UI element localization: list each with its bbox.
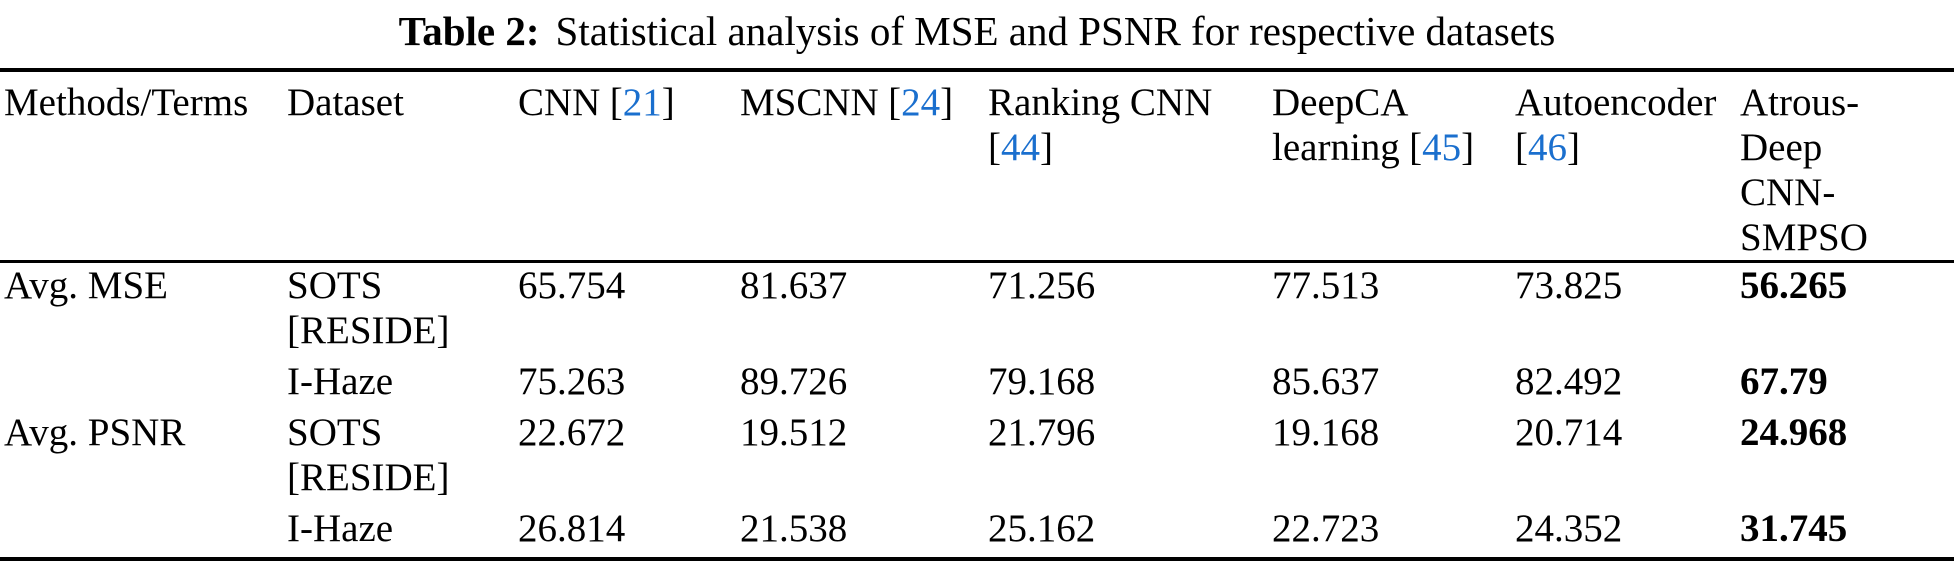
col-header-atrous-deep-cnn-smpso: Atrous- Deep CNN- SMPSO [1740, 70, 1954, 263]
col-header-cnn: CNN [21] [518, 70, 740, 263]
table-cell-best: 56.265 [1740, 264, 1848, 307]
col-header-ranking-cnn: Ranking CNN [44] [988, 70, 1272, 263]
citation-21-link[interactable]: 21 [622, 81, 662, 124]
row-label-method [0, 359, 287, 410]
bracket-open: [ [1515, 126, 1528, 169]
table-cell: 22.723 [1272, 507, 1380, 550]
row-label-method: Avg. PSNR [4, 411, 186, 454]
bracket-open: [ [988, 126, 1001, 169]
table-cell: 71.256 [988, 264, 1096, 307]
table-cell: 20.714 [1515, 411, 1623, 454]
col-header-autoencoder: Autoencoder [46] [1515, 70, 1740, 263]
table-cell: 24.352 [1515, 507, 1623, 550]
table-cell: 26.814 [518, 507, 626, 550]
table-cell: 19.512 [740, 411, 848, 454]
row-label-dataset: SOTS [RESIDE] [287, 411, 450, 499]
col-header-deepca-learning: DeepCA learning [45] [1272, 70, 1515, 263]
citation-45-link[interactable]: 45 [1422, 126, 1462, 169]
col-header-dataset: Dataset [287, 70, 518, 263]
col-header-label: Methods/Terms [4, 81, 249, 124]
table-row-avg-mse-sots: Avg. MSE SOTS [RESIDE] 65.754 81.637 71.… [0, 262, 1954, 360]
row-label-method [0, 506, 287, 559]
col-header-label: Atrous- Deep CNN- SMPSO [1740, 81, 1868, 259]
row-label-method: Avg. MSE [4, 264, 168, 307]
col-header-label: CNN [518, 81, 601, 124]
table-caption-number: Table 2: [398, 8, 540, 54]
table-cell-best: 31.745 [1740, 507, 1848, 550]
citation-group: [45] [1409, 126, 1474, 169]
table-cell: 65.754 [518, 264, 626, 307]
table-caption-text: Statistical analysis of MSE and PSNR for… [555, 8, 1556, 54]
bracket-close: ] [661, 81, 675, 124]
table-cell: 81.637 [740, 264, 848, 307]
table-cell: 19.168 [1272, 411, 1380, 454]
table-row-avg-psnr-ihaze: I-Haze 26.814 21.538 25.162 22.723 24.35… [0, 506, 1954, 559]
table-cell: 89.726 [740, 360, 848, 403]
bracket-open: [ [609, 81, 623, 124]
bracket-close: ] [1461, 126, 1475, 169]
citation-group: [24] [888, 81, 953, 124]
col-header-label: Autoencoder [1515, 81, 1717, 124]
table-cell: 82.492 [1515, 360, 1623, 403]
table-cell: 73.825 [1515, 264, 1623, 307]
bracket-close: ] [1567, 126, 1580, 169]
table-caption: Table 2: Statistical analysis of MSE and … [0, 0, 1954, 68]
col-header-label: Dataset [287, 81, 404, 124]
table-cell: 79.168 [988, 360, 1096, 403]
results-table: Methods/Terms Dataset CNN [21] MSCNN [24] … [0, 68, 1954, 561]
table-cell-best: 67.79 [1740, 360, 1828, 403]
bracket-close: ] [1040, 126, 1053, 169]
table-cell: 21.796 [988, 411, 1096, 454]
table-cell: 25.162 [988, 507, 1096, 550]
col-header-mscnn: MSCNN [24] [740, 70, 988, 263]
col-header-label: DeepCA learning [1272, 81, 1409, 169]
table-row-avg-mse-ihaze: I-Haze 75.263 89.726 79.168 85.637 82.49… [0, 359, 1954, 410]
citation-46-link[interactable]: 46 [1528, 126, 1567, 169]
table-cell: 21.538 [740, 507, 848, 550]
bracket-open: [ [1409, 126, 1423, 169]
header-row: Methods/Terms Dataset CNN [21] MSCNN [24] … [0, 70, 1954, 263]
col-header-methods-terms: Methods/Terms [0, 70, 287, 263]
table-cell: 77.513 [1272, 264, 1380, 307]
citation-group: [44] [988, 125, 1272, 170]
citation-44-link[interactable]: 44 [1001, 126, 1040, 169]
row-label-dataset: SOTS [RESIDE] [287, 264, 450, 352]
citation-24-link[interactable]: 24 [901, 81, 941, 124]
table-cell-best: 24.968 [1740, 411, 1848, 454]
table-cell: 75.263 [518, 360, 626, 403]
bracket-close: ] [940, 81, 954, 124]
col-header-label: MSCNN [740, 81, 879, 124]
table-cell: 22.672 [518, 411, 626, 454]
citation-group: [21] [610, 81, 675, 124]
table-row-avg-psnr-sots: Avg. PSNR SOTS [RESIDE] 22.672 19.512 21… [0, 410, 1954, 506]
row-label-dataset: I-Haze [287, 507, 394, 550]
bracket-open: [ [888, 81, 902, 124]
citation-group: [46] [1515, 125, 1740, 170]
col-header-label: Ranking CNN [988, 81, 1213, 124]
row-label-dataset: I-Haze [287, 360, 394, 403]
table-cell: 85.637 [1272, 360, 1380, 403]
